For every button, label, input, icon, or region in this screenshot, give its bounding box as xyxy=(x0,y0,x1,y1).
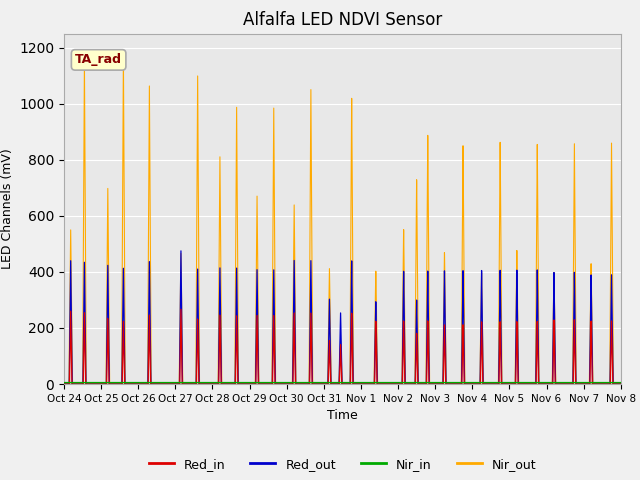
Nir_out xyxy=(173,381,181,387)
Title: Alfalfa LED NDVI Sensor: Alfalfa LED NDVI Sensor xyxy=(243,11,442,29)
Red_in xyxy=(177,306,185,312)
Red_in xyxy=(173,381,181,387)
Nir_out xyxy=(499,381,506,387)
Nir_in xyxy=(173,380,181,385)
Nir_out xyxy=(615,381,623,387)
Y-axis label: LED Channels (mV): LED Channels (mV) xyxy=(1,148,13,269)
Nir_in xyxy=(60,380,68,385)
Nir_out xyxy=(419,381,427,387)
Red_out xyxy=(419,381,427,387)
Red_out xyxy=(60,381,68,387)
Red_in xyxy=(269,381,276,387)
Red_in xyxy=(419,381,427,387)
Red_in xyxy=(499,381,506,387)
Red_in xyxy=(179,381,187,387)
Nir_in xyxy=(615,380,623,385)
Red_in xyxy=(615,381,623,387)
Red_out xyxy=(499,381,506,387)
Legend: Red_in, Red_out, Nir_in, Nir_out: Red_in, Red_out, Nir_in, Nir_out xyxy=(143,453,541,476)
Red_out xyxy=(269,361,276,367)
Red_out xyxy=(615,381,623,387)
Nir_in xyxy=(499,380,506,385)
Nir_out xyxy=(179,381,187,387)
Nir_out xyxy=(120,55,127,60)
Nir_in xyxy=(617,380,625,385)
X-axis label: Time: Time xyxy=(327,409,358,422)
Nir_in xyxy=(269,380,276,385)
Nir_in xyxy=(419,380,427,385)
Text: TA_rad: TA_rad xyxy=(75,53,122,66)
Nir_out xyxy=(60,381,68,387)
Line: Red_in: Red_in xyxy=(64,309,621,384)
Red_out xyxy=(173,381,181,387)
Line: Nir_out: Nir_out xyxy=(64,58,621,384)
Nir_out xyxy=(269,295,276,301)
Line: Red_out: Red_out xyxy=(64,251,621,384)
Nir_out xyxy=(617,381,625,387)
Red_out xyxy=(179,381,187,387)
Nir_in xyxy=(179,380,187,385)
Red_in xyxy=(617,381,625,387)
Red_out xyxy=(177,248,185,254)
Red_out xyxy=(617,381,625,387)
Red_in xyxy=(60,381,68,387)
